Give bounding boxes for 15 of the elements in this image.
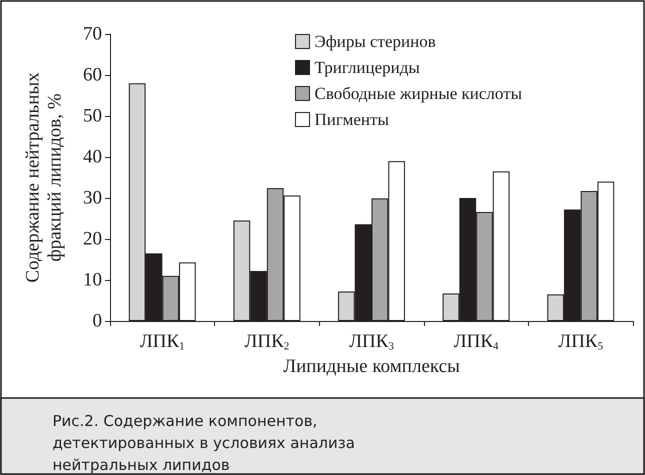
text: Рис.2. Содержание компонентов, детектированных в условиях анализа нейтральных липидов xyxy=(52,412,360,474)
y-tick-label: 30 xyxy=(83,188,102,208)
y-tick-label: 70 xyxy=(83,24,102,44)
y-tick-label: 0 xyxy=(92,310,102,332)
y-axis-title: Содержание нейтральных фракций липидов, % xyxy=(22,72,66,283)
y-tick-label: 60 xyxy=(83,64,102,86)
y-tick-label: 40 xyxy=(83,146,102,168)
y-tick-label: 20 xyxy=(83,228,102,250)
x-axis-title: Липидные комплексы xyxy=(283,356,460,377)
legend-label: Эфиры стеринов xyxy=(314,32,436,51)
y-tick-label: 10 xyxy=(83,270,102,290)
legend-label: Свободные жирные кислоты xyxy=(314,84,523,103)
legend-label: Пигменты xyxy=(314,110,390,129)
legend-label: Триглицериды xyxy=(314,58,420,77)
y-tick-label: 50 xyxy=(83,106,102,126)
